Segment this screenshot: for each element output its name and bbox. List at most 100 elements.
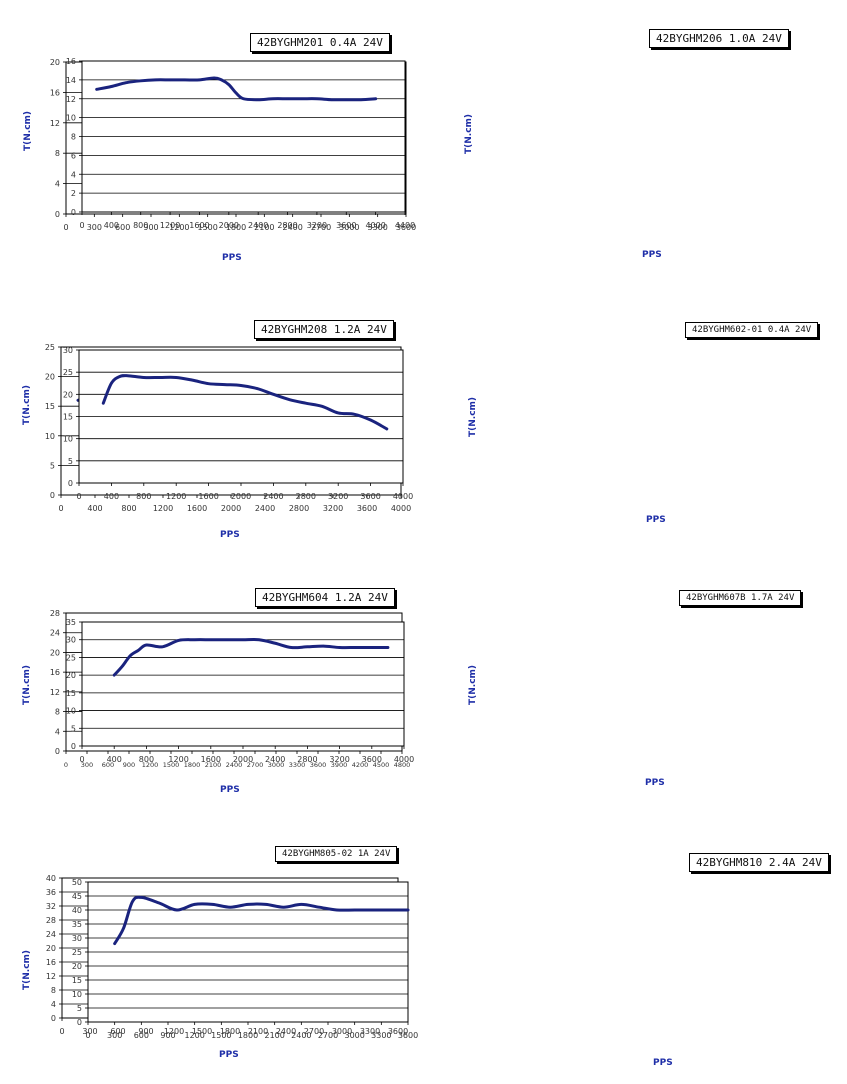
x-tick-label: 900 [123, 761, 135, 769]
x-tick-label: 300 [81, 761, 93, 769]
x-tick-label: 1600 [198, 492, 218, 501]
data-point [272, 393, 275, 396]
x-tick-label: 1600 [189, 221, 209, 230]
x-tick-label: 1500 [192, 1027, 212, 1036]
x-tick-label: 4000 [394, 755, 414, 764]
x-tick-label: 0 [76, 492, 81, 501]
data-point [234, 91, 238, 95]
y-axis-label-7: T(N.cm) [22, 949, 33, 991]
data-point [306, 645, 309, 648]
data-point [330, 98, 333, 101]
data-point [264, 903, 267, 906]
data-point [345, 98, 348, 101]
x-tick-label: 400 [104, 492, 119, 501]
x-tick-label: 4000 [393, 492, 413, 501]
y-tick-label: 0 [68, 479, 73, 488]
data-point [282, 906, 285, 909]
x-axis-label-8: PPS [653, 1058, 673, 1068]
x-tick-label: 0 [79, 755, 84, 764]
x-tick-label: 2700 [247, 761, 264, 769]
x-tick-label: 1500 [163, 761, 180, 769]
x-tick-label: 4400 [395, 221, 415, 230]
x-tick-label: 400 [87, 504, 102, 513]
x-tick-label: 1800 [238, 1031, 258, 1040]
y-tick-label: 2 [71, 189, 76, 198]
x-tick-label: 600 [115, 223, 130, 232]
x-tick-label: 0 [85, 1031, 90, 1040]
y-tick-label: 0 [51, 1014, 56, 1023]
data-point [110, 85, 113, 88]
x-tick-label: 3600 [357, 504, 377, 513]
x-tick-label: 3300 [367, 223, 387, 232]
x-tick-label: 3600 [310, 761, 327, 769]
y-tick-label: 4 [55, 727, 60, 736]
x-tick-label: 3200 [323, 504, 343, 513]
y-tick-label: 35 [72, 920, 82, 929]
data-point [207, 382, 210, 385]
chart-title-2: 42BYGHM206 1.0A 24V [649, 29, 789, 48]
data-point [161, 645, 164, 648]
y-tick-label: 10 [66, 707, 76, 716]
x-tick-label: 2400 [255, 504, 275, 513]
x-tick-label: 600 [134, 1031, 149, 1040]
x-tick-label: 3900 [331, 761, 348, 769]
data-point [168, 78, 172, 82]
data-point [183, 78, 186, 82]
chart-svg-4: 0 5 10 15 20 25 30 0 400 800 1200 1600 2000 2400 2800 3… [63, 346, 413, 501]
x-axis-label-7: PPS [219, 1050, 239, 1060]
data-point [338, 646, 341, 649]
data-point [223, 383, 226, 386]
y-tick-label: 0 [50, 491, 55, 500]
x-tick-label: 600 [110, 1027, 125, 1036]
data-point [256, 98, 260, 101]
x-tick-label: 1800 [184, 761, 201, 769]
data-point [157, 901, 161, 905]
data-point [406, 908, 410, 912]
y-tick-label: 0 [71, 742, 76, 751]
data-point [175, 376, 178, 379]
x-tick-label: 0 [59, 1027, 64, 1036]
x-tick-label: 3200 [329, 755, 349, 764]
chart-title-5: 42BYGHM604 1.2A 24V [255, 588, 395, 607]
data-point [320, 405, 324, 408]
x-tick-label: 2800 [289, 504, 309, 513]
x-tick-label: 2800 [297, 755, 317, 764]
x-tick-label: 3300 [289, 761, 306, 769]
chart-title-3: 42BYGHM208 1.2A 24V [254, 320, 394, 339]
data-point [140, 896, 143, 899]
y-tick-label: 30 [63, 346, 73, 355]
x-tick-label: 1200 [168, 755, 188, 764]
x-tick-label: 900 [160, 1031, 175, 1040]
y-tick-label: 0 [55, 210, 60, 219]
data-point [317, 906, 321, 909]
data-point [353, 908, 356, 912]
x-tick-label: 1600 [187, 504, 207, 513]
x-tick-label: 1800 [220, 1027, 240, 1036]
torque-curve [95, 76, 378, 102]
y-tick-label: 12 [50, 119, 60, 128]
y-tick-label: 8 [71, 133, 76, 142]
data-point [113, 942, 116, 945]
x-axis-label-2: PPS [642, 250, 662, 260]
y-tick-label: 8 [51, 986, 56, 995]
y-tick-label: 10 [45, 432, 55, 441]
x-tick-label: 2800 [277, 221, 297, 230]
y-tick-label: 12 [50, 688, 60, 697]
x-tick-label: 2100 [248, 1027, 268, 1036]
y-tick-label: 24 [50, 629, 60, 638]
x-tick-label: 2400 [276, 1027, 296, 1036]
data-point [211, 903, 214, 906]
x-tick-label: 4200 [352, 761, 369, 769]
y-tick-label: 5 [77, 1004, 82, 1013]
data-point [337, 411, 340, 415]
x-tick-label: 1200 [142, 761, 159, 769]
x-tick-label: 300 [82, 1027, 97, 1036]
data-point [288, 398, 291, 401]
y-tick-label: 15 [66, 689, 76, 698]
chart-panel-6: 0 5 10 15 20 25 30 35 0 400 800 1200 1600 2000 2400 280… [66, 570, 847, 830]
y-tick-label: 6 [71, 151, 76, 160]
data-point [102, 402, 105, 405]
x-tick-label: 4500 [373, 761, 390, 769]
data-point [229, 906, 232, 909]
data-point [142, 376, 145, 379]
